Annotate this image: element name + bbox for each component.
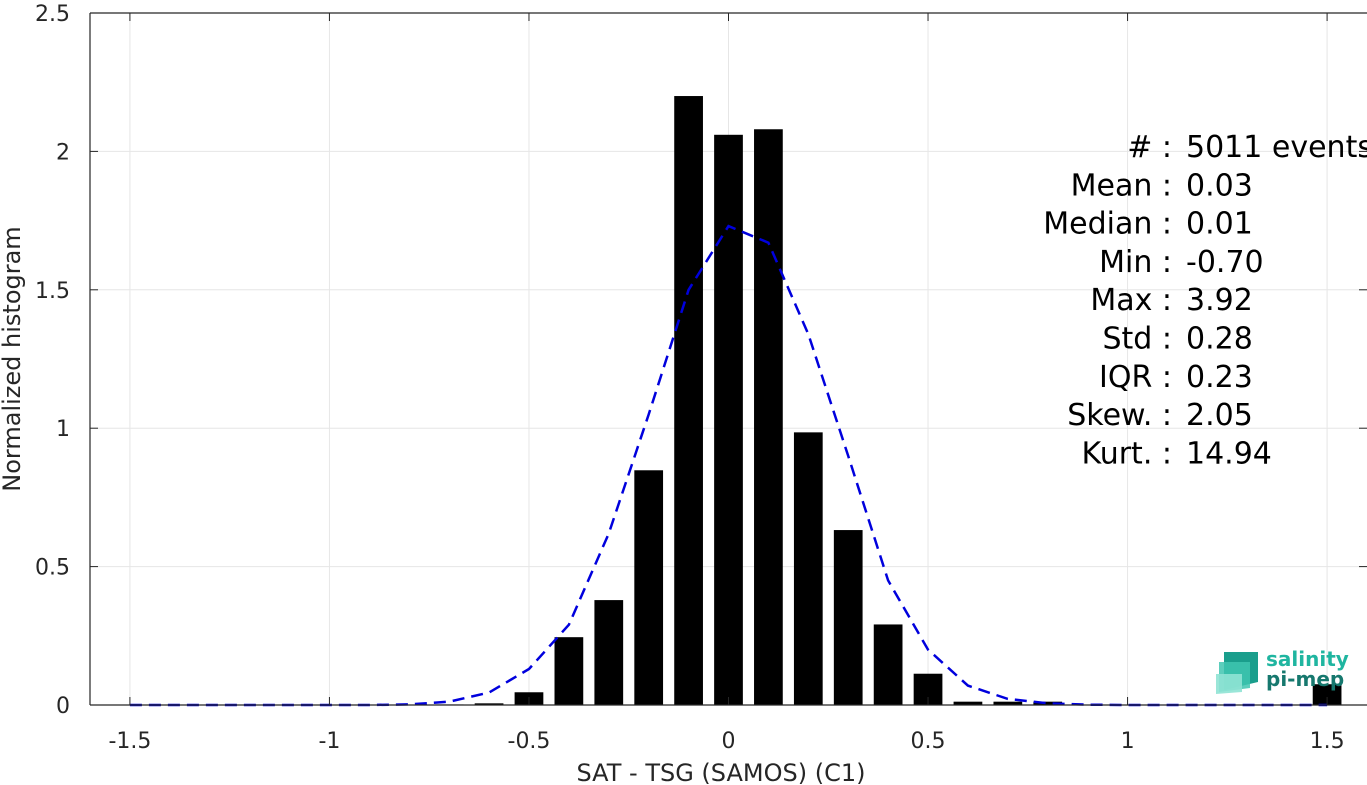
stat-label: Median :: [1043, 207, 1172, 242]
stat-label: IQR :: [1099, 360, 1172, 395]
logo-mark-icon: [1216, 652, 1258, 694]
stat-value: 0.23: [1186, 360, 1253, 395]
histogram-bar: [474, 703, 504, 705]
histogram-bar: [993, 701, 1023, 705]
stat-label: # :: [1127, 130, 1172, 165]
stat-value: 3.92: [1186, 283, 1253, 318]
x-tick-labels: -1.5 -1 -0.5 0 0.5 1 1.5: [108, 729, 1344, 754]
x-tick-label: -1: [318, 729, 340, 754]
stat-label: Std :: [1103, 322, 1173, 357]
logo-text-pi-mep: pi-mep: [1266, 667, 1344, 691]
histogram-bar: [554, 637, 584, 705]
histogram-bar: [594, 600, 624, 705]
stat-label: Kurt. :: [1082, 436, 1172, 471]
stat-value: 14.94: [1186, 436, 1272, 471]
x-tick-label: -0.5: [508, 729, 551, 754]
stat-label: Max :: [1090, 283, 1172, 318]
x-axis-label: SAT - TSG (SAMOS) (C1): [577, 759, 866, 785]
statistics-box: # : 5011 events Mean : 0.03 Median : 0.01 Min …: [1043, 130, 1367, 471]
histogram-bar: [1033, 701, 1063, 705]
x-tick-label: 0.5: [911, 729, 946, 754]
stat-label: Skew. :: [1067, 398, 1172, 433]
histogram-bar: [674, 96, 703, 706]
stat-value: 0.03: [1186, 168, 1253, 203]
y-axis-label: Normalized histogram: [0, 226, 26, 491]
salinity-pi-mep-logo: salinity pi-mep: [1216, 647, 1349, 694]
histogram-bar: [754, 129, 783, 706]
histogram-bar: [953, 701, 983, 705]
y-tick-labels: 0 0.5 1 1.5 2 2.5: [35, 2, 70, 719]
y-tick-label: 0.5: [35, 556, 70, 581]
x-tick-label: 0: [722, 729, 736, 754]
x-tick-label: 1: [1121, 729, 1135, 754]
y-tick-label: 1.5: [35, 279, 70, 304]
histogram-bar: [1312, 684, 1342, 705]
histogram-bar: [634, 470, 664, 705]
logo-text-salinity: salinity: [1266, 647, 1349, 671]
stat-label: Min :: [1099, 245, 1172, 280]
histogram-bar: [873, 624, 903, 705]
x-tick-label: 1.5: [1310, 729, 1345, 754]
y-tick-label: 1: [56, 417, 70, 442]
stat-label: Mean :: [1071, 168, 1172, 203]
axes: [89, 12, 1367, 706]
histogram-bars: [434, 96, 1342, 706]
stat-value: 0.28: [1186, 322, 1253, 357]
stat-value: 2.05: [1186, 398, 1253, 433]
histogram-bar: [793, 432, 823, 705]
y-tick-label: 0: [56, 694, 70, 719]
stat-value: 5011 events: [1186, 130, 1367, 165]
stat-value: 0.01: [1186, 207, 1253, 242]
y-tick-label: 2.5: [35, 2, 70, 27]
stat-value: -0.70: [1186, 245, 1264, 280]
histogram-bar: [714, 134, 743, 706]
histogram-bar: [833, 530, 863, 705]
y-tick-label: 2: [56, 140, 70, 165]
x-tick-label: -1.5: [108, 729, 151, 754]
